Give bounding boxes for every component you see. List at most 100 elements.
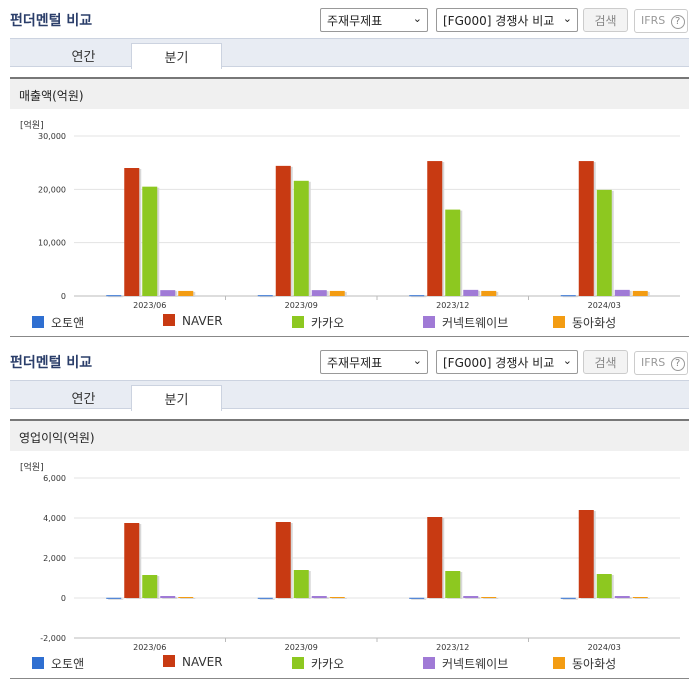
bar-shadow: [562, 598, 578, 600]
chart-legend: 오토앤 NAVER 카카오 커넥트웨이브 동아화성: [0, 655, 696, 671]
period-tabs: 연간 분기: [10, 38, 689, 69]
tab-quarterly[interactable]: 분기: [131, 43, 222, 69]
legend-label: 카카오: [311, 657, 345, 671]
legend-swatch: [423, 657, 435, 669]
bar: [614, 289, 630, 296]
metric-header: 영업이익(억원): [10, 419, 689, 451]
bar: [257, 295, 273, 297]
legend-item[interactable]: 카카오: [292, 655, 344, 672]
y-tick-label: 4,000: [43, 514, 66, 523]
peer-group-value: [FG000] 경쟁사 비교: [443, 14, 555, 28]
bar: [293, 180, 309, 296]
legend-item[interactable]: 커넥트웨이브: [423, 655, 508, 672]
bar: [578, 510, 594, 598]
section-title: 펀더멘털 비교: [10, 13, 93, 29]
bar: [311, 290, 327, 296]
unit-label: [억원]: [20, 121, 44, 131]
bar: [160, 596, 176, 598]
x-tick-label: 2023/06: [133, 643, 166, 652]
y-tick-label: 2,000: [43, 554, 66, 563]
bar: [124, 168, 140, 296]
ifrs-label: IFRS: [641, 14, 666, 27]
bar: [409, 597, 425, 599]
bar: [481, 290, 497, 296]
bar-shadow: [411, 296, 427, 298]
peer-group-value: [FG000] 경쟁사 비교: [443, 356, 555, 370]
legend-item[interactable]: 동아화성: [553, 655, 616, 672]
period-tabs: 연간 분기: [10, 380, 689, 411]
legend-swatch: [292, 657, 304, 669]
bar: [596, 574, 612, 598]
metric-label: 영업이익(억원): [19, 431, 95, 445]
search-button[interactable]: 검색: [583, 350, 628, 374]
bar-shadow: [259, 296, 275, 298]
fundamental-section-operating-profit: 펀더멘털 비교 주재무제표 ⌄ [FG000] 경쟁사 비교 ⌄ 검색 IFRS…: [0, 342, 696, 684]
legend-label: 동아화성: [572, 316, 617, 330]
bar: [614, 596, 630, 598]
legend-item[interactable]: 오토앤: [32, 655, 84, 672]
legend-label: 카카오: [311, 316, 345, 330]
search-button[interactable]: 검색: [583, 8, 628, 32]
bar-shadow: [483, 598, 499, 599]
y-tick-label: 10,000: [38, 239, 66, 248]
peer-group-select[interactable]: [FG000] 경쟁사 비교 ⌄: [436, 8, 578, 32]
section-header: 펀더멘털 비교 주재무제표 ⌄ [FG000] 경쟁사 비교 ⌄ 검색 IFRS…: [0, 0, 696, 36]
section-title: 펀더멘털 비교: [10, 355, 93, 371]
bar: [578, 161, 594, 296]
legend-label: 동아화성: [572, 657, 617, 671]
bar-shadow: [562, 296, 578, 298]
bar: [427, 161, 443, 296]
legend-swatch: [32, 657, 44, 669]
bar: [311, 596, 327, 598]
legend-item[interactable]: 오토앤: [32, 314, 84, 331]
bar-shadow: [108, 598, 124, 600]
legend-swatch: [163, 314, 175, 326]
help-icon: ?: [670, 15, 685, 29]
statement-type-select[interactable]: 주재무제표 ⌄: [320, 350, 428, 374]
bar: [445, 571, 461, 598]
bar: [275, 165, 291, 296]
bar: [409, 295, 425, 297]
legend-label: NAVER: [182, 655, 223, 669]
bar: [560, 295, 576, 297]
bar: [481, 597, 497, 598]
legend-label: NAVER: [182, 314, 223, 328]
peer-group-select[interactable]: [FG000] 경쟁사 비교 ⌄: [436, 350, 578, 374]
y-tick-label: 20,000: [38, 185, 66, 194]
bar: [560, 597, 576, 599]
legend-label: 오토앤: [51, 657, 85, 671]
legend-swatch: [32, 316, 44, 328]
metric-header: 매출액(억원): [10, 77, 689, 109]
section-divider: [10, 336, 689, 337]
legend-item[interactable]: 동아화성: [553, 314, 616, 331]
legend-label: 오토앤: [51, 316, 85, 330]
bar: [160, 290, 176, 296]
bar: [142, 575, 158, 598]
legend-item[interactable]: NAVER: [163, 655, 223, 669]
bar: [329, 290, 345, 296]
ifrs-help-button[interactable]: IFRS ?: [634, 9, 688, 33]
tab-annual[interactable]: 연간: [71, 50, 96, 65]
bar: [178, 597, 194, 598]
bar: [463, 596, 479, 598]
fundamental-section-revenue: 펀더멘털 비교 주재무제표 ⌄ [FG000] 경쟁사 비교 ⌄ 검색 IFRS…: [0, 0, 696, 337]
legend-item[interactable]: NAVER: [163, 314, 223, 328]
legend-item[interactable]: 커넥트웨이브: [423, 314, 508, 331]
x-tick-label: 2023/12: [436, 643, 469, 652]
bar: [275, 522, 291, 598]
legend-swatch: [553, 316, 565, 328]
bar: [463, 289, 479, 296]
legend-item[interactable]: 카카오: [292, 314, 344, 331]
bar: [293, 570, 309, 598]
legend-swatch: [163, 655, 175, 667]
bar: [445, 209, 461, 296]
ifrs-help-button[interactable]: IFRS ?: [634, 351, 688, 375]
chart-legend: 오토앤 NAVER 카카오 커넥트웨이브 동아화성: [0, 314, 696, 330]
bar: [106, 295, 122, 297]
chevron-down-icon: ⌄: [562, 12, 572, 25]
tab-quarterly[interactable]: 분기: [131, 385, 222, 411]
tab-annual[interactable]: 연간: [71, 392, 96, 407]
statement-type-select[interactable]: 주재무제표 ⌄: [320, 8, 428, 32]
x-tick-label: 2024/03: [588, 301, 621, 310]
operating-profit-bar-chart: -2,000 0 2,000 4,000 6,000 2023/06 2023/09 2023…: [40, 474, 680, 652]
